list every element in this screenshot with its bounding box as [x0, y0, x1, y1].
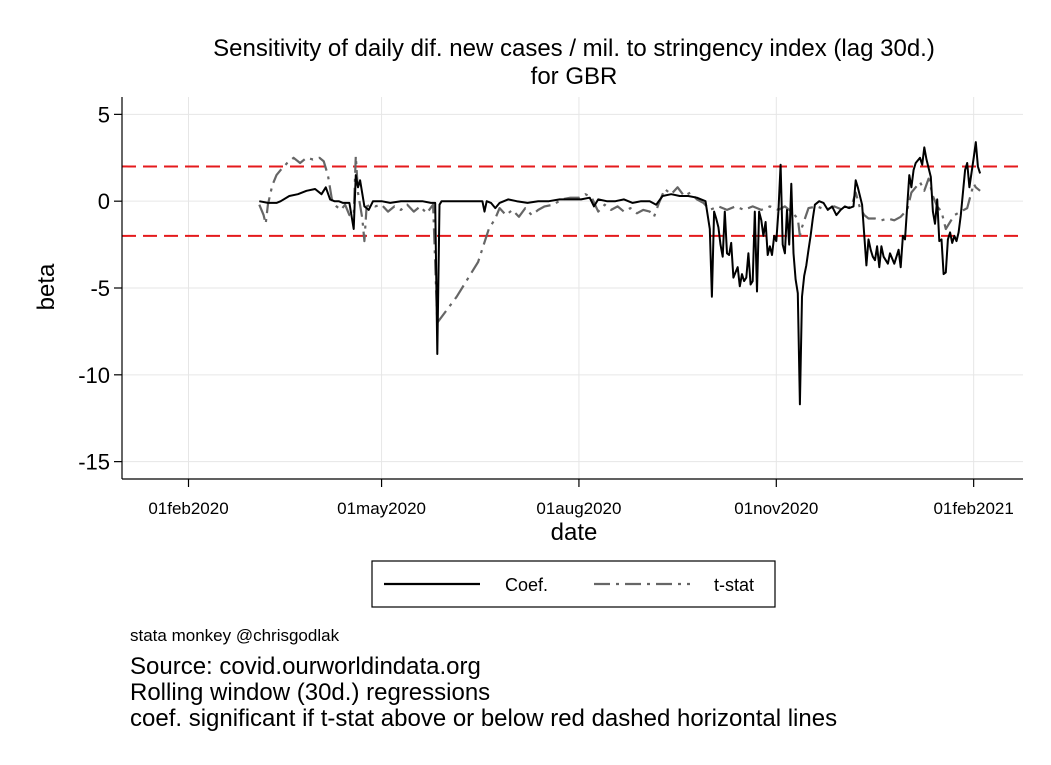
- legend: Coef. t-stat: [371, 560, 776, 608]
- axes: 5 0 -5 -10 -15 01feb2020 01may2020 01aug2020 01n…: [78, 97, 1023, 518]
- series-lines: [258, 141, 982, 406]
- y-tick-label: 5: [98, 102, 110, 127]
- x-tick-label: 01nov2020: [734, 499, 818, 518]
- x-tick-label: 01aug2020: [536, 499, 621, 518]
- significance-note: coef. significant if t-stat above or bel…: [130, 705, 837, 732]
- chart-title: Sensitivity of daily dif. new cases / mi…: [213, 35, 935, 62]
- x-tick-label: 01feb2021: [933, 499, 1013, 518]
- x-tick-label: 01may2020: [337, 499, 426, 518]
- legend-label-coef: Coef.: [505, 575, 548, 595]
- reference-lines: [122, 165, 1023, 237]
- series-line-tstat: [258, 154, 981, 324]
- source-note: Source: covid.ourworldindata.org: [130, 653, 481, 680]
- chart-subtitle: for GBR: [531, 63, 618, 90]
- x-axis-title: date: [551, 519, 598, 546]
- gridlines: [122, 97, 1023, 479]
- y-tick-label: -10: [78, 363, 110, 388]
- y-tick-label: -15: [78, 450, 110, 475]
- x-tick-label: 01feb2020: [148, 499, 228, 518]
- method-note: Rolling window (30d.) regressions: [130, 679, 490, 706]
- series-line-coef: [259, 141, 982, 406]
- legend-label-tstat: t-stat: [714, 575, 754, 595]
- y-axis-title: beta: [33, 263, 60, 310]
- y-tick-label: -5: [90, 276, 110, 301]
- credit-note: stata monkey @chrisgodlak: [130, 626, 340, 645]
- y-tick-label: 0: [98, 189, 110, 214]
